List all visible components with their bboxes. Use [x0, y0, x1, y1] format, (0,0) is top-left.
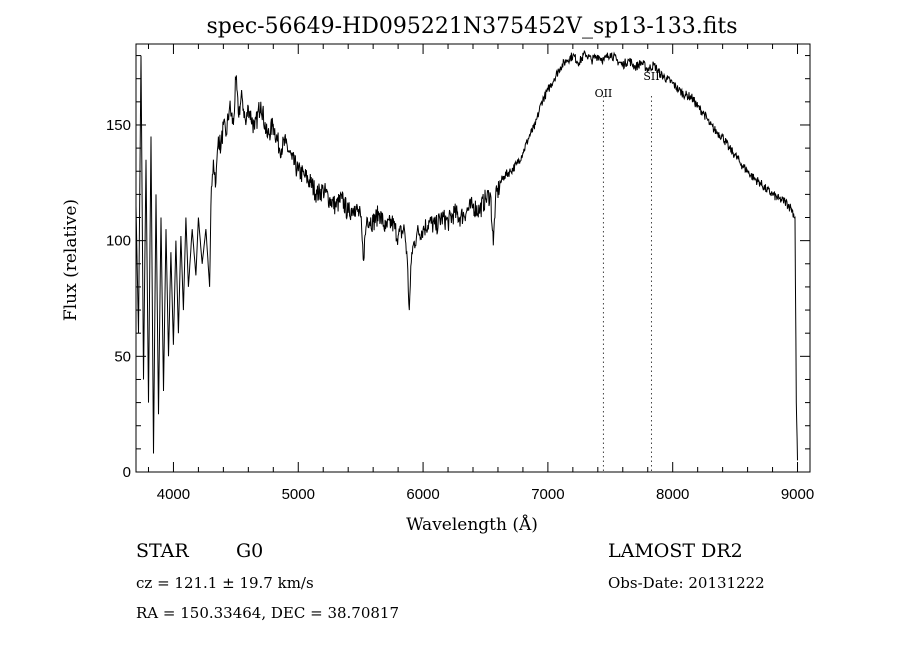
x-tick-label: 4000: [157, 486, 190, 503]
x-axis-label: Wavelength (Å): [406, 514, 538, 535]
spectral-subclass: G0: [236, 540, 264, 562]
line-marker-label: SII: [643, 70, 659, 83]
x-axis: 4000 5000 6000 7000 8000 9000: [147, 44, 814, 503]
x-tick-label: 9000: [781, 486, 814, 503]
coordinates: RA = 150.33464, DEC = 38.70817: [136, 604, 400, 622]
x-tick-label: 5000: [282, 486, 315, 503]
x-tick-label: 7000: [531, 486, 564, 503]
plot-frame: [135, 43, 811, 473]
y-axis: 0 50 100 150: [106, 55, 810, 481]
spectrum-line: [135, 50, 798, 461]
y-tick-label: 100: [106, 233, 131, 250]
object-class: STAR: [136, 540, 189, 562]
y-axis-label: Flux (relative): [61, 199, 81, 321]
survey-name: LAMOST DR2: [608, 540, 743, 562]
y-tick-label: 150: [106, 117, 131, 134]
y-tick-label: 0: [123, 464, 131, 481]
x-tick-label: 6000: [406, 486, 439, 503]
x-tick-label: 8000: [656, 486, 689, 503]
plot-border: [135, 43, 811, 473]
chart-title: spec-56649-HD095221N375452V_sp13-133.fit…: [206, 14, 737, 39]
line-markers: OII SII: [595, 70, 660, 472]
line-marker-label: OII: [595, 87, 613, 100]
y-tick-label: 50: [114, 348, 131, 365]
observation-date: Obs-Date: 20131222: [608, 574, 765, 592]
redshift-value: cz = 121.1 ± 19.7 km/s: [136, 574, 314, 592]
